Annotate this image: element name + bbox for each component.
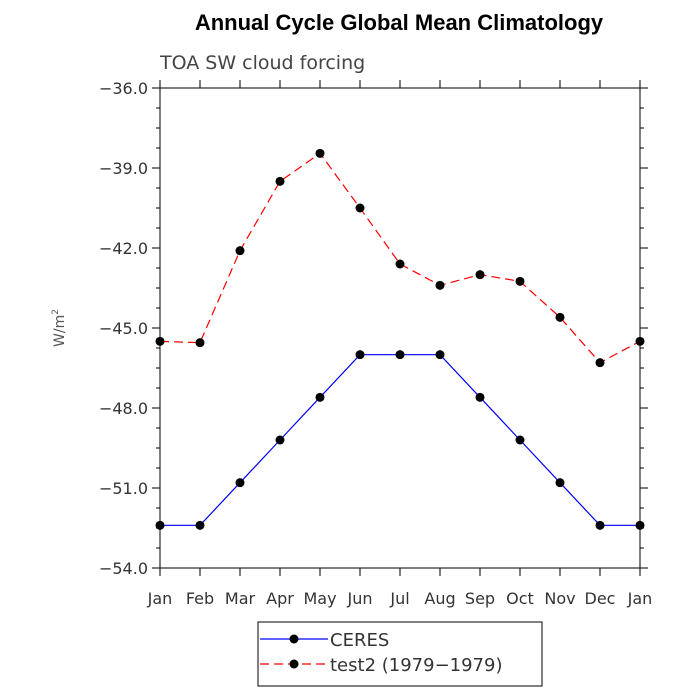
chart-subtitle: TOA SW cloud forcing — [159, 52, 365, 74]
chart-title: Annual Cycle Global Mean Climatology — [195, 10, 604, 35]
y-axis-label: W/m2 — [51, 309, 68, 347]
series-1-point — [595, 358, 605, 368]
x-tick-label: Jun — [347, 589, 373, 608]
x-tick-label: Oct — [506, 589, 534, 608]
legend-label-test2: test2 (1979−1979) — [330, 655, 503, 676]
series-line-1 — [159, 152, 641, 364]
series-0-point — [515, 435, 525, 445]
y-axis: −54.0 −51.0 −48.0 −45.0 −42.0 −39.0 −36.0 — [99, 79, 648, 578]
x-tick-label: Mar — [225, 589, 256, 608]
series-1-point — [635, 336, 645, 346]
legend-marker-test2 — [289, 659, 299, 669]
series-0-point — [435, 350, 445, 360]
x-tick-label: Nov — [544, 589, 575, 608]
x-tick-label: Jan — [627, 589, 653, 608]
y-axis-label-text: W/m — [52, 315, 68, 347]
y-tick-label: −42.0 — [99, 239, 148, 258]
series-1-point — [355, 203, 365, 213]
series-1-point — [395, 259, 405, 269]
series-0-point — [195, 520, 205, 530]
series-0-point — [635, 520, 645, 530]
legend-marker-ceres — [289, 634, 299, 644]
series-layer — [155, 148, 645, 530]
series-1-point — [515, 276, 525, 286]
series-0-point — [555, 478, 565, 488]
series-1-point — [235, 246, 245, 256]
y-tick-label: −54.0 — [99, 559, 148, 578]
x-tick-label: Dec — [585, 589, 616, 608]
series-0-point — [475, 392, 485, 402]
y-tick-label: −39.0 — [99, 159, 148, 178]
legend: CERES test2 (1979−1979) — [257, 621, 543, 687]
x-tick-label: Feb — [186, 589, 214, 608]
y-axis-label-superscript: 2 — [51, 309, 61, 315]
series-0-point — [355, 350, 365, 360]
series-0-point — [155, 520, 165, 530]
y-tick-label: −36.0 — [99, 79, 148, 98]
legend-label-ceres: CERES — [330, 630, 389, 651]
series-1-point — [275, 176, 285, 186]
plot-frame — [159, 87, 641, 569]
y-tick-label: −45.0 — [99, 319, 148, 338]
x-tick-label: Jan — [147, 589, 173, 608]
series-0-point — [235, 478, 245, 488]
legend-box — [257, 621, 543, 687]
x-tick-label: Sep — [465, 589, 495, 608]
x-tick-label: Jul — [389, 589, 409, 608]
x-tick-label: Apr — [266, 589, 294, 608]
series-1-point — [195, 338, 205, 348]
series-1-point — [555, 312, 565, 322]
series-1-point — [155, 336, 165, 346]
series-1-point — [315, 148, 325, 158]
x-tick-label: Aug — [424, 589, 455, 608]
x-tick-label: May — [303, 589, 336, 608]
series-1-point — [435, 280, 445, 290]
y-tick-label: −48.0 — [99, 399, 148, 418]
series-0-point — [315, 392, 325, 402]
x-axis: Jan Feb Mar Apr May Jun Jul Aug Sep Oct Nov Dec Jan — [147, 80, 653, 608]
series-0-point — [395, 350, 405, 360]
series-0-point — [595, 520, 605, 530]
series-line-0 — [160, 354, 640, 526]
y-tick-label: −51.0 — [99, 479, 148, 498]
series-0-point — [275, 435, 285, 445]
series-1-point — [475, 270, 485, 280]
